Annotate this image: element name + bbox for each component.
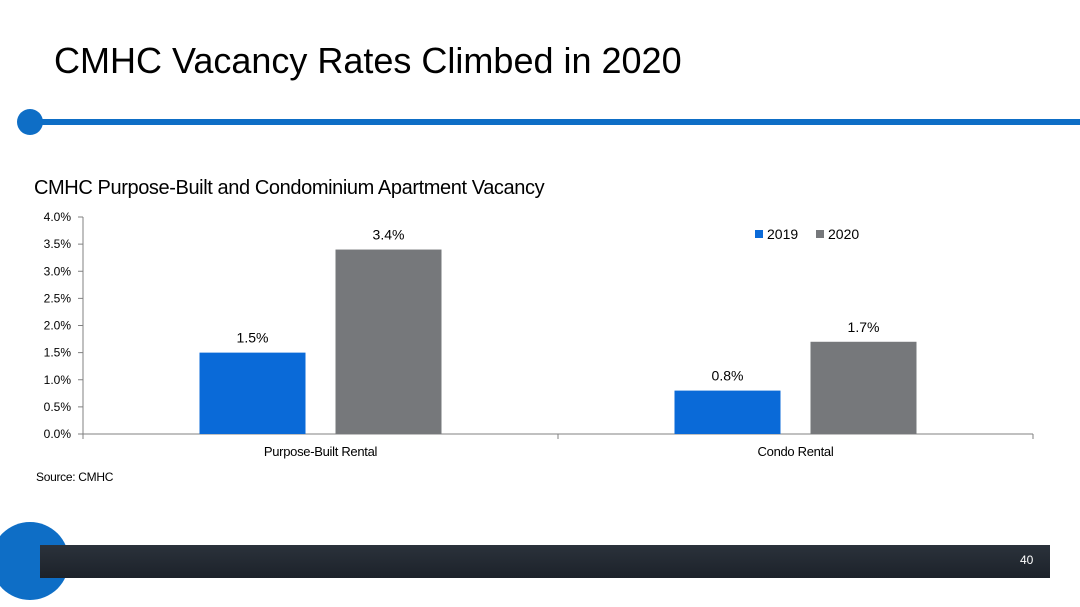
y-tick-label-4: 2.0%	[44, 319, 72, 333]
y-tick-label-2: 1.0%	[44, 373, 72, 387]
legend-label-2019: 2019	[767, 226, 798, 242]
y-tick-label-7: 3.5%	[44, 237, 72, 251]
page-number: 40	[1020, 553, 1034, 567]
y-tick-label-0: 0.0%	[44, 427, 72, 441]
bar-2019-1	[674, 390, 781, 434]
x-category-label-0: Purpose-Built Rental	[264, 444, 378, 459]
y-tick-label-5: 2.5%	[44, 291, 72, 305]
y-tick-label-1: 0.5%	[44, 400, 72, 414]
title-accent-dot	[17, 109, 43, 135]
y-tick-label-6: 3.0%	[44, 264, 72, 278]
legend-swatch-2020	[816, 230, 824, 238]
x-category-label-1: Condo Rental	[758, 444, 834, 459]
data-label-2019-1: 0.8%	[712, 368, 744, 384]
y-tick-label-3: 1.5%	[44, 346, 72, 360]
legend-label-2020: 2020	[828, 226, 859, 242]
data-label-2019-0: 1.5%	[237, 330, 269, 346]
source-note: Source: CMHC	[36, 470, 114, 484]
slide-title: CMHC Vacancy Rates Climbed in 2020	[54, 40, 682, 81]
chart-title: CMHC Purpose-Built and Condominium Apart…	[34, 177, 545, 199]
bar-2020-0	[335, 249, 442, 434]
title-accent-line	[30, 119, 1080, 125]
data-label-2020-1: 1.7%	[848, 319, 880, 335]
bar-2019-0	[199, 352, 306, 434]
y-tick-label-8: 4.0%	[44, 210, 72, 224]
data-label-2020-0: 3.4%	[373, 227, 405, 243]
bar-2020-1	[810, 341, 917, 434]
footer-bar	[40, 545, 1050, 578]
legend-swatch-2019	[755, 230, 763, 238]
